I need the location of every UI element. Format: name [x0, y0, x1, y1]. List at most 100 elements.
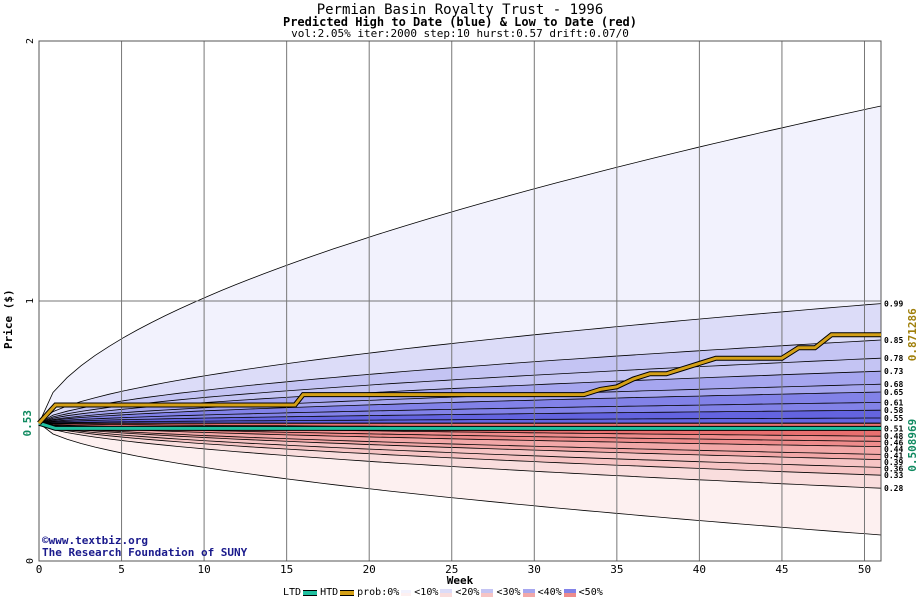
- high-band-0: [39, 106, 881, 424]
- legend-b30-swatch: [522, 588, 535, 597]
- right-label-1: 0.85: [884, 336, 903, 345]
- high-band-4: [39, 371, 881, 424]
- x-tick-label-1: 5: [118, 563, 125, 576]
- legend-b50: <50%: [579, 587, 603, 598]
- right-label-10: 0.48: [884, 432, 903, 441]
- htd-line: [37, 333, 881, 425]
- chart-subtitle: Predicted High to Date (blue) & Low to D…: [282, 15, 637, 29]
- legend-ltd-swatch: [303, 589, 318, 596]
- high-band-2: [39, 340, 881, 424]
- legend-prob0: prob:0%: [357, 587, 413, 598]
- legend-b10-label: <10%: [414, 587, 439, 598]
- right-label-6: 0.61: [884, 398, 903, 407]
- low-band-6: [39, 423, 881, 468]
- right-label-17: 0.28: [884, 484, 903, 493]
- high-band-1: [39, 303, 881, 424]
- y-tick-label-2: 2: [25, 38, 36, 44]
- quantile-line-15: [38, 422, 882, 447]
- right-label-5: 0.65: [884, 388, 903, 397]
- low-band-9: [39, 423, 881, 535]
- legend-prob0-swatch: [401, 589, 412, 596]
- credit-website: ©www.textbiz.org: [42, 534, 148, 547]
- quantile-line-8: [38, 409, 882, 424]
- legend-htd-label: HTD: [320, 587, 339, 598]
- plot-frame: [38, 40, 882, 562]
- x-tick-label-9: 45: [775, 563, 788, 576]
- x-tick-label-2: 10: [197, 563, 210, 576]
- legend-htd: HTD: [320, 587, 356, 598]
- x-tick-label-8: 40: [693, 563, 706, 576]
- quantile-line-0: [38, 105, 882, 424]
- x-tick-label-7: 35: [610, 563, 623, 576]
- legend-b10: <10%: [414, 587, 454, 598]
- credit-organization: The Research Foundation of SUNY: [42, 546, 248, 559]
- high-band-9: [39, 418, 881, 424]
- legend-prob0-label: prob:0%: [357, 587, 400, 598]
- chart-legend: LTD HTD prob:0% <10% <20% <30% <40% <50%: [283, 587, 604, 598]
- quantile-line-18: [38, 422, 882, 468]
- legend-b10-swatch: [440, 588, 453, 597]
- low-band-4: [39, 423, 881, 455]
- right-label-14: 0.39: [884, 458, 903, 467]
- legend-ltd: LTD: [283, 587, 319, 598]
- ltd-value-annotation: 0.508969: [906, 419, 919, 472]
- y-tick-label-0: 0: [25, 558, 36, 564]
- legend-b40-swatch: [563, 588, 576, 597]
- right-label-0: 0.99: [884, 300, 903, 309]
- legend-b50-label: <50%: [578, 587, 603, 598]
- right-label-11: 0.46: [884, 439, 903, 448]
- quantile-line-6: [38, 391, 882, 424]
- right-label-2: 0.78: [884, 354, 903, 363]
- legend-b20-label: <20%: [455, 587, 480, 598]
- right-label-7: 0.58: [884, 406, 903, 415]
- quantile-line-16: [38, 422, 882, 455]
- legend-ltd-label: LTD: [283, 587, 302, 598]
- high-band-8: [39, 410, 881, 424]
- x-tick-label-3: 15: [280, 563, 293, 576]
- low-band-3: [39, 423, 881, 447]
- legend-b40-label: <40%: [537, 587, 562, 598]
- legend-b20: <20%: [455, 587, 495, 598]
- right-label-4: 0.68: [884, 380, 903, 389]
- low-band-7: [39, 423, 881, 476]
- right-label-13: 0.41: [884, 452, 903, 461]
- ltd-line: [38, 421, 881, 430]
- legend-htd-swatch: [340, 589, 355, 596]
- x-tick-label-4: 20: [363, 563, 376, 576]
- x-tick-label-10: 50: [858, 563, 871, 576]
- right-label-9: 0.51: [884, 424, 903, 433]
- start-price-label: 0.53: [21, 410, 34, 437]
- right-label-15: 0.36: [884, 465, 903, 474]
- legend-b30-label: <30%: [496, 587, 521, 598]
- legend-b20-swatch: [481, 588, 494, 597]
- low-band-5: [39, 423, 881, 460]
- quantile-line-1: [38, 303, 882, 424]
- quantile-line-17: [38, 422, 882, 460]
- chart-title: Permian Basin Royalty Trust - 1996: [316, 2, 604, 18]
- legend-b40: <40%: [538, 587, 578, 598]
- y-axis-title: Price ($): [2, 289, 15, 349]
- x-tick-label-0: 0: [36, 563, 43, 576]
- legend-b30: <30%: [496, 587, 536, 598]
- y-tick-label-1: 1: [25, 298, 36, 304]
- chart-parameters: vol:2.05% iter:2000 step:10 hurst:0.57 d…: [291, 27, 629, 40]
- quantile-line-3: [38, 357, 882, 424]
- x-tick-label-6: 30: [528, 563, 541, 576]
- high-band-6: [39, 392, 881, 424]
- quantile-line-20: [38, 422, 882, 489]
- x-axis-title: Week: [447, 574, 474, 587]
- quantile-line-21: [38, 422, 882, 536]
- right-label-16: 0.33: [884, 471, 903, 480]
- high-band-7: [39, 402, 881, 424]
- x-tick-label-5: 25: [445, 563, 458, 576]
- high-band-5: [39, 384, 881, 424]
- right-label-12: 0.44: [884, 445, 903, 454]
- right-label-3: 0.73: [884, 367, 903, 376]
- low-band-8: [39, 423, 881, 489]
- htd-value-annotation: 0.871286: [906, 308, 919, 361]
- quantile-line-9: [38, 417, 881, 424]
- right-label-8: 0.55: [884, 414, 903, 423]
- quantile-line-19: [38, 422, 882, 476]
- quantile-line-2: [38, 339, 882, 424]
